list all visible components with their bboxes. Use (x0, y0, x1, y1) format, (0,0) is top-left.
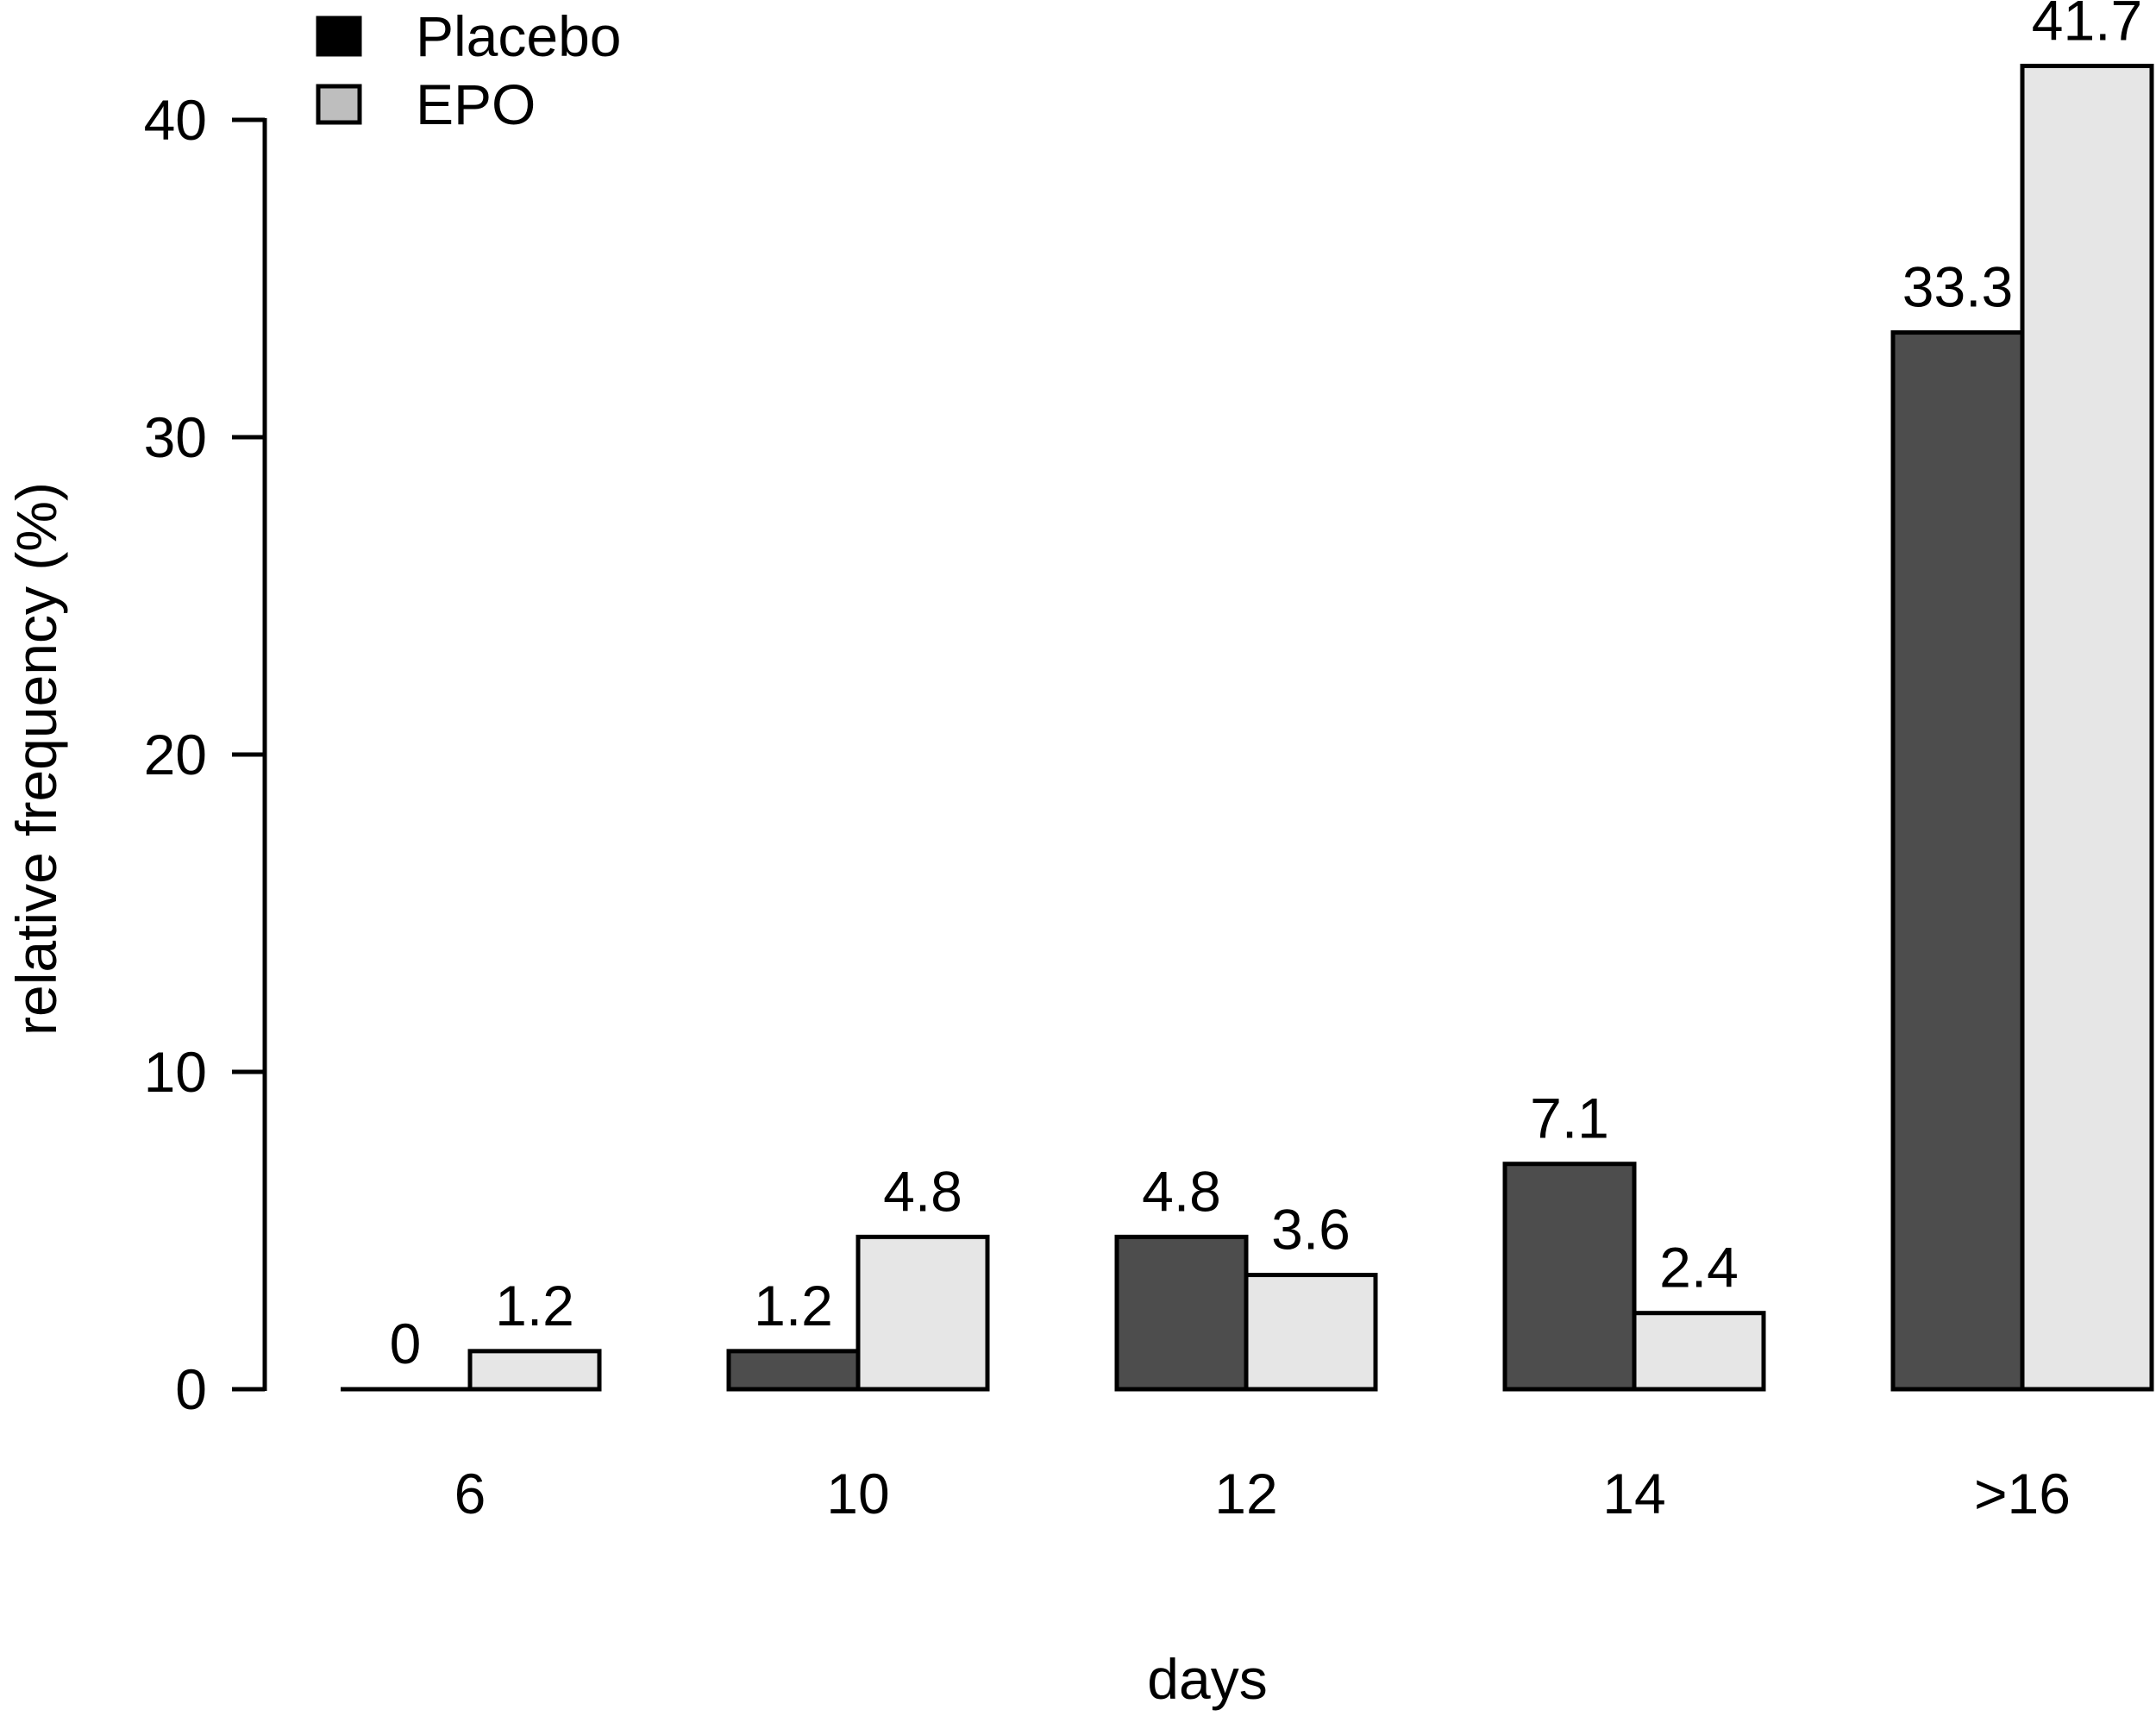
y-axis-title: relative frequency (%) (4, 482, 68, 1036)
bar-epo-14 (1632, 1311, 1766, 1392)
x-tick-label-10: 10 (826, 1462, 889, 1525)
y-tick-label-0: 0 (175, 1357, 207, 1421)
bar-epo-6 (467, 1349, 602, 1392)
legend-label-epo: EPO (416, 72, 536, 136)
bar-placebo-10 (726, 1349, 861, 1392)
legend-swatch-epo (316, 84, 362, 125)
x-tick-label->16: >16 (1974, 1462, 2071, 1525)
bar-epo->16 (2020, 63, 2154, 1392)
x-tick-label-14: 14 (1602, 1462, 1665, 1525)
bar-value-label-epo-10: 4.8 (883, 1159, 962, 1223)
x-axis-title: days (1147, 1647, 1267, 1711)
y-tick-label-40: 40 (144, 88, 207, 152)
bar-epo-10 (856, 1234, 990, 1392)
bar-placebo->16 (1890, 330, 2025, 1392)
bar-value-label-epo-6: 1.2 (495, 1274, 574, 1337)
y-tick-label-20: 20 (144, 723, 207, 786)
x-tick-label-6: 6 (454, 1462, 486, 1525)
bar-value-label-placebo->16: 33.3 (1902, 255, 2013, 319)
y-tick-label-30: 30 (144, 405, 207, 469)
bar-value-label-epo->16: 41.7 (2032, 0, 2142, 52)
bar-epo-12 (1244, 1273, 1378, 1392)
bar-value-label-placebo-12: 4.8 (1142, 1159, 1221, 1223)
bar-placebo-14 (1502, 1162, 1637, 1392)
bar-value-label-placebo-14: 7.1 (1530, 1087, 1609, 1150)
bar-value-label-epo-14: 2.4 (1659, 1236, 1739, 1300)
legend-label-placebo: Placebo (416, 4, 622, 68)
y-tick-label-10: 10 (144, 1040, 207, 1104)
legend-swatch-placebo (316, 16, 362, 57)
x-tick-label-12: 12 (1214, 1462, 1277, 1525)
bar-placebo-12 (1114, 1234, 1249, 1392)
bar-value-label-placebo-6: 0 (390, 1312, 422, 1375)
bar-value-label-placebo-10: 1.2 (754, 1274, 833, 1337)
bar-value-label-epo-12: 3.6 (1271, 1198, 1351, 1262)
